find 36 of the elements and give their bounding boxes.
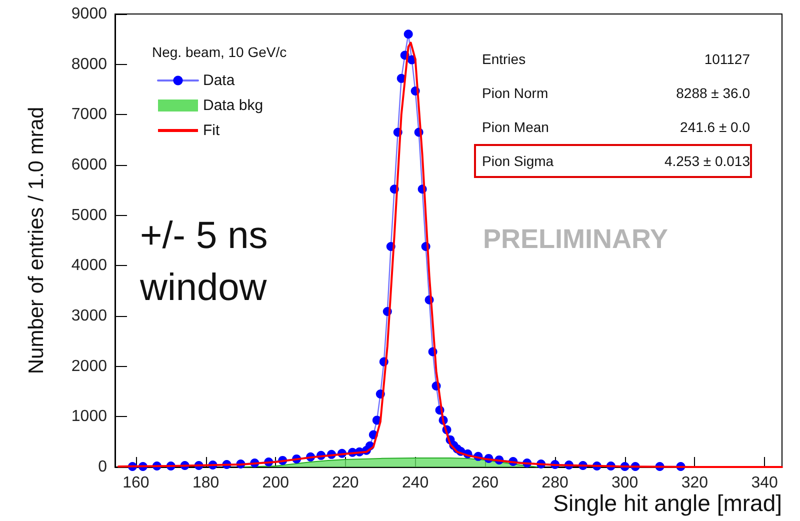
annotation: Pion Sigma (482, 153, 554, 169)
y-tick-label: 4000 (71, 257, 108, 274)
annotation: 8288 ± 36.0 (676, 85, 750, 101)
y-tick-label: 5000 (71, 206, 108, 224)
legend-title: Neg. beam, 10 GeV/c (152, 44, 287, 60)
y-tick-label: 6000 (71, 156, 108, 174)
y-tick-label: 2000 (71, 358, 108, 375)
annotation: 4.253 ± 0.013 (664, 153, 750, 169)
x-tick-label: 320 (681, 474, 708, 492)
y-tick-label: 3000 (71, 308, 108, 324)
x-tick-label: 200 (262, 474, 290, 492)
x-tick-label: 280 (542, 474, 568, 492)
annotation: 241.6 ± 0.0 (680, 119, 750, 135)
x-tick-label: 160 (122, 474, 150, 492)
x-tick-label: 300 (612, 474, 638, 492)
y-tick-label: 1000 (71, 408, 108, 426)
annotation: Pion Norm (482, 85, 548, 101)
x-tick-label: 260 (472, 474, 499, 492)
x-tick-label: 340 (751, 474, 778, 492)
annotation: Pion Mean (482, 119, 549, 135)
y-tick-label: 7000 (71, 106, 108, 124)
x-tick-label: 180 (192, 474, 220, 492)
annotation: PRELIMINARY (483, 224, 668, 255)
y-tick-label: 0 (98, 458, 108, 476)
legend-label: Data bkg (203, 97, 264, 114)
legend-label: Fit (203, 122, 220, 139)
x-tick-label: 220 (332, 474, 359, 492)
annotation: Entries (482, 51, 526, 67)
legend-label: Data (203, 72, 236, 89)
x-tick-label: 240 (402, 474, 429, 492)
annotation: +/- 5 ns window (140, 214, 269, 311)
x-axis-title: Single hit angle [mrad] (553, 490, 782, 517)
y-tick-label: 9000 (71, 6, 108, 22)
annotation: 101127 (704, 51, 750, 67)
y-tick-label: 8000 (71, 56, 108, 73)
y-axis-title: Number of entries / 1.0 mrad (25, 106, 48, 374)
